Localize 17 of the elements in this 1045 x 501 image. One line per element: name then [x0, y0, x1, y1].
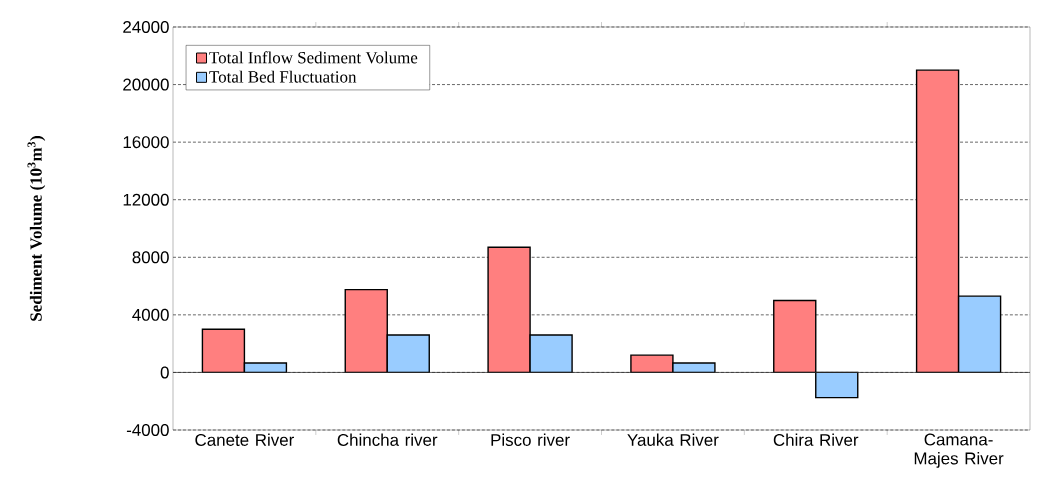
y-tick-label: 16000: [123, 136, 169, 149]
x-tick-label: Chincha river: [337, 433, 438, 446]
x-tick-label: Chira River: [773, 433, 859, 446]
x-tick-label: Pisco river: [491, 433, 570, 446]
y-tick-label: 12000: [123, 193, 169, 206]
x-tick-label: Camana-Majes River: [914, 433, 1004, 468]
x-tick-label: Canete River: [195, 433, 294, 446]
y-tick-label: 8000: [132, 251, 169, 264]
y-axis-title: Sediment Volume (10$^{3}$m$^{3}$): [27, 136, 46, 321]
y-tick-label: 4000: [132, 308, 169, 321]
legend-label: Total Bed Fluctuation: [209, 70, 357, 83]
y-tick-label: 20000: [123, 78, 169, 91]
y-tick-label: -4000: [126, 424, 169, 436]
y-tick-label: 24000: [123, 21, 169, 33]
legend-label: Total Inflow Sediment Volume: [209, 51, 418, 64]
y-tick-label: 0: [160, 366, 169, 379]
x-tick-label: Yauka River: [627, 433, 719, 446]
